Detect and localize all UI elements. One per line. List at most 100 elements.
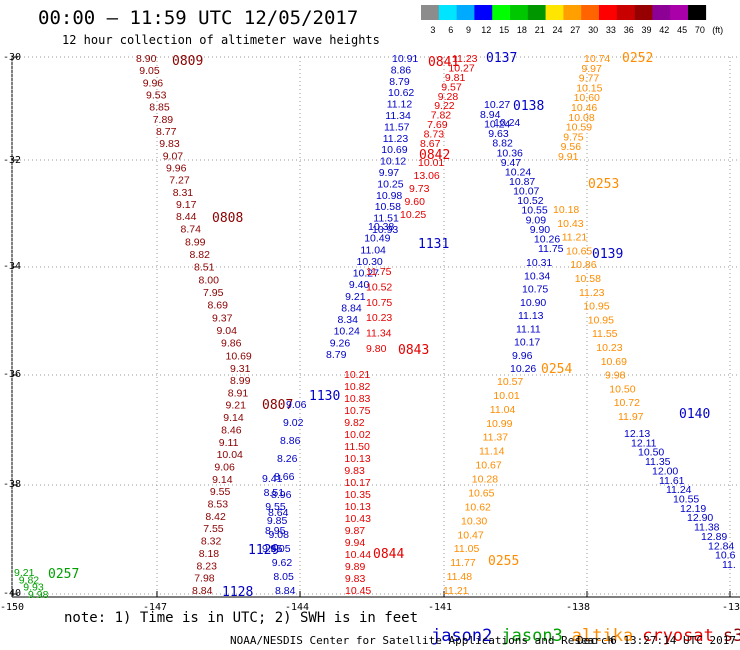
wave-height-label: 9.96 <box>143 77 164 89</box>
track-jason2-1130: 8.799.2610.248.348.849.219.4010.2710.301… <box>309 221 394 404</box>
wave-height-label: 11.23 <box>579 287 605 299</box>
colorbar-tick: 3 <box>430 25 435 35</box>
wave-height-label: 8.79 <box>389 76 410 88</box>
wave-height-label: 9.11 <box>219 437 239 449</box>
legend-s3a: s3a <box>722 626 740 646</box>
wave-height-label: 8.82 <box>492 138 513 150</box>
track-time-label: 0809 <box>172 54 203 69</box>
wave-height-label: 8.51 <box>194 262 215 274</box>
track-time-label: 0140 <box>679 407 710 422</box>
track-jason2-1128: 9.41 8.51 9.55 9.85 9.08 9.05 9.62 8.05 8.84 1128 <box>222 473 296 600</box>
wave-height-label: 10.74 <box>584 53 610 65</box>
wave-height-label: 11.97 <box>618 411 644 423</box>
wave-height-label: 10.24 <box>334 326 360 338</box>
wave-height-label: 9.37 <box>212 312 233 324</box>
colorbar-tick: 12 <box>481 25 491 35</box>
wave-height-label: 7.69 <box>427 119 448 131</box>
wave-height-label: 11.61 <box>659 475 685 487</box>
lon-label: -147 <box>143 602 168 613</box>
wave-height-label: 9.60 <box>405 196 426 208</box>
wave-height-label: 8.53 <box>208 499 229 511</box>
credit-timestamp: Dec 6 13:27:14 UTC 2017 <box>577 634 736 647</box>
wave-height-label: 8.31 <box>173 187 194 199</box>
wave-height-label: 11.37 <box>483 432 509 444</box>
wave-height-label: 9.65 <box>262 543 283 555</box>
wave-height-label: 10.02 <box>344 429 370 441</box>
page-title: 00:00 – 11:59 UTC 12/05/2017 <box>38 7 359 29</box>
wave-height-label: 11.75 <box>538 243 564 255</box>
color-scale-bar: 3 6 9 12 15 18 21 24 27 30 33 36 39 42 45 70 (ft) <box>421 5 723 35</box>
wave-height-label: 9.17 <box>176 199 197 211</box>
wave-height-label: 10.75 <box>366 297 392 309</box>
wave-height-label: 9.41 <box>262 473 283 485</box>
colorbar-swatch <box>688 5 707 20</box>
colorbar-tick: 70 <box>695 25 705 35</box>
wave-height-label: 9.21 <box>14 567 35 579</box>
colorbar-swatch <box>634 5 653 20</box>
wave-height-label: 9.82 <box>19 574 40 586</box>
colorbar-tick: 15 <box>499 25 509 35</box>
wave-height-label: 9.57 <box>441 81 462 93</box>
track-jason3-0257: 9.219.829.939.98 0257 <box>14 567 79 601</box>
wave-height-label: 9.05 <box>139 65 160 77</box>
colorbar-tick: 9 <box>466 25 471 35</box>
wave-height-label: 9.94 <box>345 537 366 549</box>
track-time-label: 1130 <box>309 389 340 404</box>
colorbar-tick: 30 <box>588 25 598 35</box>
wave-height-label: 8.77 <box>156 126 177 138</box>
colorbar-tick: (ft) <box>712 25 723 35</box>
wave-height-label: 10.13 <box>344 453 370 465</box>
wave-height-label: 10.23 <box>596 342 622 354</box>
wave-height-label: 10.07 <box>513 186 539 198</box>
wave-height-label: 11.34 <box>385 110 411 122</box>
wave-height-label: 12.89 <box>701 531 727 543</box>
wave-height-label: 8.26 <box>277 453 298 465</box>
wave-height-label: 10.72 <box>614 397 640 409</box>
wave-height-label: 11.50 <box>344 441 370 453</box>
wave-height-label: 9.73 <box>409 183 430 195</box>
wave-height-label: 10.44 <box>345 549 371 561</box>
wave-height-label: 10.58 <box>375 201 401 213</box>
wave-height-label: 11.04 <box>360 244 386 256</box>
wave-height-label: 11.77 <box>450 557 476 569</box>
wave-height-label: 11.75 <box>366 266 392 278</box>
wave-height-label: 11.23 <box>452 53 478 65</box>
colorbar-swatch <box>563 5 582 20</box>
wave-height-label: 10.52 <box>366 281 392 293</box>
wave-height-label: 10.13 <box>345 501 371 513</box>
wave-height-label: 9.14 <box>223 412 244 424</box>
wave-height-label: 10.25 <box>400 209 426 221</box>
wave-height-label: 9.98 <box>28 589 49 601</box>
wave-height-label: 9.96 <box>166 163 187 175</box>
track-time-label: 1131 <box>418 237 449 252</box>
wave-height-label: 9.75 <box>563 131 584 143</box>
wave-height-label: 11.24 <box>666 484 692 496</box>
wave-height-label: 10.6 <box>715 550 736 562</box>
track-time-label: 0808 <box>212 211 243 226</box>
lon-label: -13 <box>722 602 740 613</box>
wave-height-label: 11.04 <box>490 404 516 416</box>
wave-height-label: 10.52 <box>517 195 543 207</box>
wave-height-label: 9.90 <box>530 224 551 236</box>
colorbar-swatch <box>670 5 689 20</box>
wave-height-label: 8.42 <box>205 511 226 523</box>
wave-height-label: 10.30 <box>357 256 383 268</box>
colorbar-tick: 39 <box>641 25 651 35</box>
wave-height-label: 10.34 <box>524 270 550 282</box>
colorbar-swatch <box>456 5 475 20</box>
wave-height-label: 10.50 <box>638 447 664 459</box>
wave-height-label: 8.46 <box>221 424 242 436</box>
wave-height-label: 10.69 <box>381 144 407 156</box>
wave-height-label: 8.94 <box>480 109 501 121</box>
wave-height-label: 9.06 <box>214 462 235 474</box>
wave-height-label: 9.97 <box>581 63 602 75</box>
track-s3a-0809: 8.909.059.969.538.857.898.779.839.079.96… <box>136 53 203 211</box>
legend-jason2: jason2 <box>430 626 493 646</box>
wave-height-label: 8.51 <box>264 487 285 499</box>
wave-height-label: 11.21 <box>443 585 469 597</box>
wave-height-label: 8.23 <box>197 560 218 572</box>
colorbar-tick: 36 <box>624 25 634 35</box>
colorbar-tick: 45 <box>677 25 687 35</box>
